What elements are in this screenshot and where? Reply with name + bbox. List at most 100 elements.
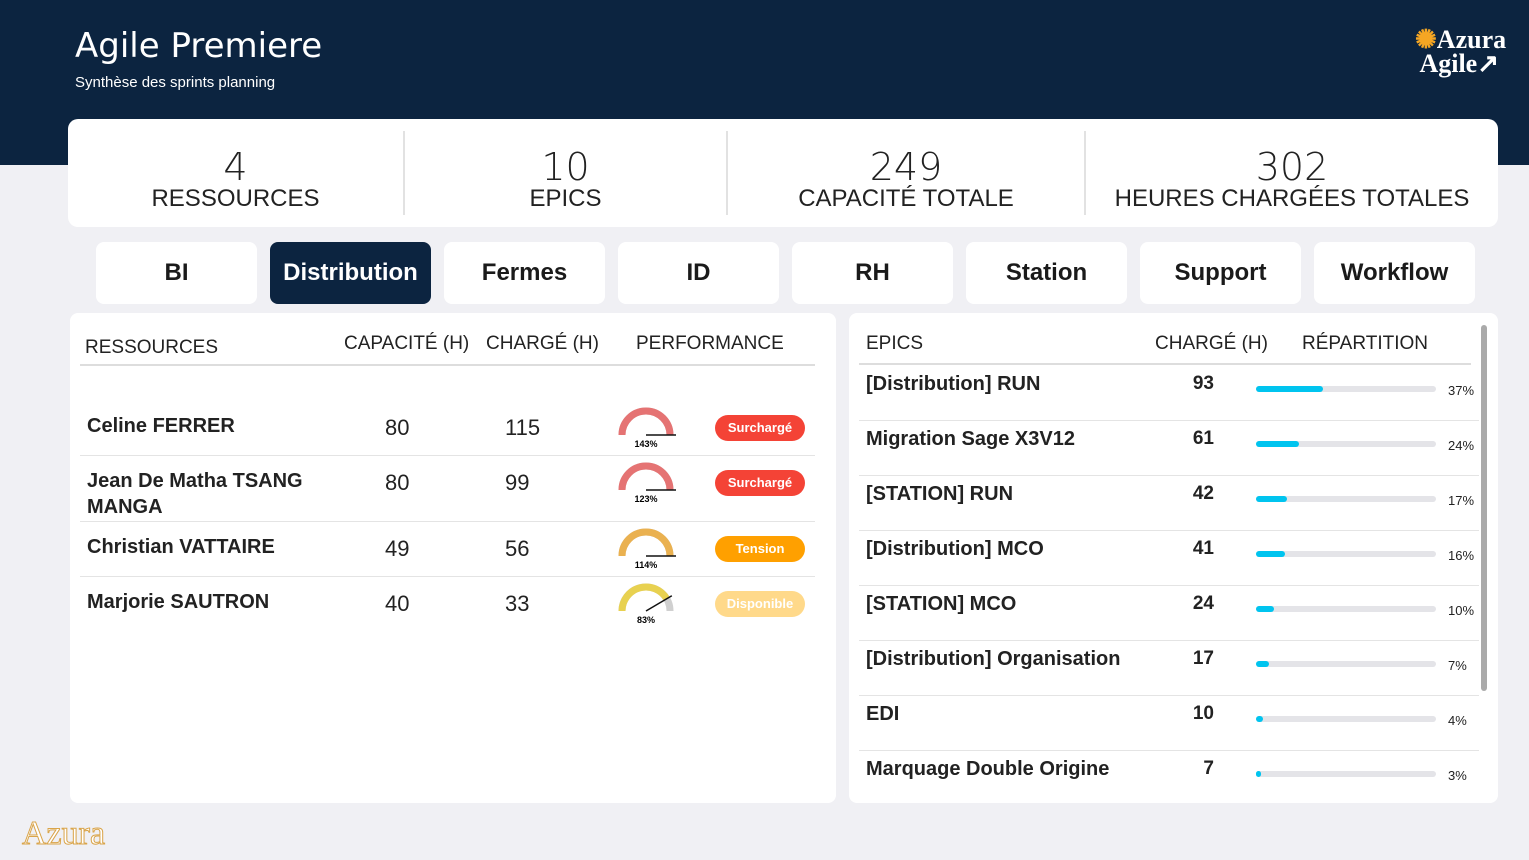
- performance-gauge: 123%: [618, 462, 676, 504]
- status-badge: Surchargé: [715, 470, 805, 496]
- row-divider: [859, 695, 1479, 696]
- split-bar: [1256, 661, 1436, 667]
- split-bar: [1256, 771, 1436, 777]
- row-divider: [859, 750, 1479, 751]
- gauge-label: 123%: [634, 494, 657, 504]
- col-charged: CHARGÉ (H): [486, 333, 599, 354]
- col-epics: EPICS: [866, 333, 924, 354]
- kpi-card: 4 RESSOURCES 10 EPICS 249 CAPACITÉ TOTALE 302 H…: [68, 119, 1498, 227]
- row-divider: [80, 455, 815, 456]
- split-bar: [1256, 551, 1436, 557]
- row-divider: [80, 521, 815, 522]
- split-bar: [1256, 496, 1436, 502]
- split-percent: 3%: [1448, 768, 1467, 783]
- epic-charged: 17: [1192, 648, 1214, 669]
- split-bar-fill: [1256, 551, 1285, 557]
- header-divider: [80, 364, 815, 366]
- col-epic-charged: CHARGÉ (H): [1155, 333, 1268, 354]
- row-divider: [859, 530, 1479, 531]
- tab-support[interactable]: Support: [1140, 242, 1301, 304]
- resource-capacity: 40: [385, 591, 410, 616]
- split-percent: 17%: [1448, 493, 1475, 508]
- epic-name: Migration Sage X3V12: [866, 428, 1075, 450]
- split-percent: 10%: [1448, 603, 1475, 618]
- tab-id[interactable]: ID: [618, 242, 779, 304]
- split-bar-fill: [1256, 661, 1269, 667]
- tab-bi[interactable]: BI: [96, 242, 257, 304]
- kpi-value: 249: [869, 145, 943, 189]
- epic-charged: 61: [1192, 428, 1214, 449]
- resource-charged: 115: [505, 415, 541, 440]
- resource-capacity: 49: [385, 536, 410, 561]
- col-performance: PERFORMANCE: [636, 333, 784, 354]
- resource-name: Marjorie SAUTRON: [87, 591, 270, 613]
- resource-charged: 56: [505, 536, 530, 561]
- kpi-item: 249 CAPACITÉ TOTALE: [728, 131, 1086, 215]
- performance-gauge: 114%: [618, 528, 676, 570]
- split-bar-fill: [1256, 716, 1264, 722]
- gauge-fill: [618, 528, 674, 557]
- split-percent: 7%: [1448, 658, 1467, 673]
- row-divider: [859, 475, 1479, 476]
- page-title: Agile Premiere: [75, 26, 323, 66]
- split-percent: 24%: [1448, 438, 1475, 453]
- kpi-value: 4: [223, 145, 248, 189]
- epic-charged: 93: [1192, 373, 1214, 394]
- epic-charged: 7: [1203, 758, 1214, 779]
- resource-capacity: 80: [385, 470, 410, 495]
- epic-name: [Distribution] RUN: [866, 373, 1041, 395]
- epics-panel: EPICS CHARGÉ (H) RÉPARTITION [Distributi…: [849, 313, 1498, 803]
- col-split: RÉPARTITION: [1302, 333, 1428, 354]
- split-bar: [1256, 386, 1436, 392]
- split-bar-fill: [1256, 771, 1262, 777]
- performance-gauge: 83%: [618, 583, 674, 625]
- split-bar-fill: [1256, 386, 1323, 392]
- header-divider: [859, 363, 1471, 365]
- status-badge: Surchargé: [715, 415, 805, 441]
- epic-charged: 24: [1192, 593, 1214, 614]
- kpi-item: 4 RESSOURCES: [68, 131, 405, 215]
- epic-name: [Distribution] Organisation: [866, 648, 1121, 670]
- kpi-label: CAPACITÉ TOTALE: [798, 185, 1014, 212]
- team-tabs: BI Distribution Fermes ID RH Station Support Wo…: [96, 242, 1475, 304]
- split-bar-fill: [1256, 441, 1300, 447]
- epic-charged: 42: [1192, 483, 1214, 504]
- tab-fermes[interactable]: Fermes: [444, 242, 605, 304]
- scrollbar[interactable]: [1481, 325, 1487, 691]
- row-divider: [859, 640, 1479, 641]
- kpi-label: RESSOURCES: [151, 185, 320, 212]
- kpi-value: 10: [541, 145, 590, 189]
- col-resources: RESSOURCES: [85, 337, 219, 358]
- epic-name: EDI: [866, 703, 900, 725]
- tab-rh[interactable]: RH: [792, 242, 953, 304]
- split-percent: 16%: [1448, 548, 1475, 563]
- resource-charged: 33: [505, 591, 530, 616]
- epic-charged: 10: [1192, 703, 1214, 724]
- split-bar: [1256, 606, 1436, 612]
- tab-workflow[interactable]: Workflow: [1314, 242, 1475, 304]
- gauge-fill: [618, 462, 674, 491]
- resource-name: Jean De Matha TSANG MANGA: [87, 470, 303, 518]
- resource-capacity: 80: [385, 415, 410, 440]
- epic-charged: 41: [1192, 538, 1214, 559]
- resources-panel: RESSOURCES CAPACITÉ (H) CHARGÉ (H) PERFO…: [70, 313, 836, 803]
- kpi-item: 302 HEURES CHARGÉES TOTALES: [1086, 131, 1498, 215]
- epic-name: [Distribution] MCO: [866, 538, 1044, 560]
- split-percent: 37%: [1448, 383, 1475, 398]
- epic-name: [STATION] RUN: [866, 483, 1014, 505]
- split-bar: [1256, 441, 1436, 447]
- tab-distribution[interactable]: Distribution: [270, 242, 431, 304]
- split-bar-fill: [1256, 606, 1274, 612]
- resource-name: Celine FERRER: [87, 415, 235, 437]
- resource-charged: 99: [505, 470, 530, 495]
- split-bar: [1256, 716, 1436, 722]
- kpi-item: 10 EPICS: [405, 131, 728, 215]
- gauge-label: 143%: [634, 439, 657, 449]
- status-badge: Tension: [715, 536, 805, 562]
- tab-station[interactable]: Station: [966, 242, 1127, 304]
- resource-name: Christian VATTAIRE: [87, 536, 275, 558]
- gauge-fill: [618, 583, 670, 612]
- kpi-value: 302: [1255, 145, 1329, 189]
- performance-gauge: 143%: [618, 407, 676, 449]
- gauge-label: 114%: [635, 560, 658, 570]
